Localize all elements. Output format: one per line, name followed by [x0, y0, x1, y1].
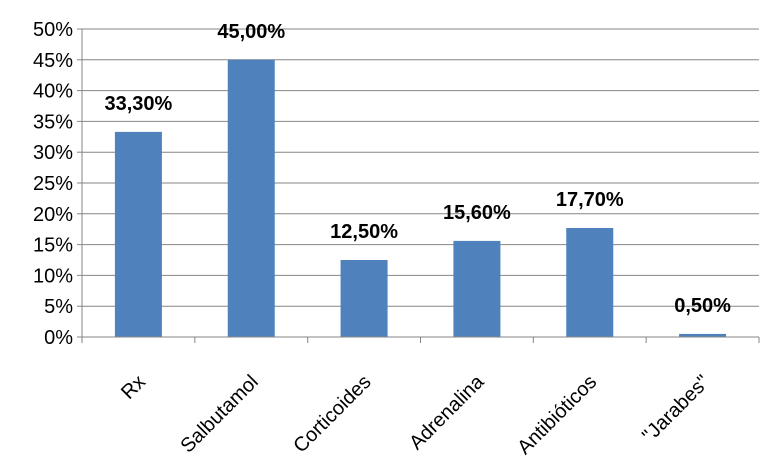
- data-label: 45,00%: [217, 21, 285, 43]
- y-tick-label: 45%: [33, 50, 73, 72]
- axes: [77, 28, 760, 343]
- y-tick-label: 10%: [33, 265, 73, 287]
- y-tick-label: 30%: [33, 142, 73, 164]
- x-category-label: Adrenalina: [405, 370, 489, 454]
- x-category-label: "Jarabes": [638, 371, 714, 447]
- x-category-label: Antibióticos: [513, 371, 601, 459]
- bars: [114, 59, 727, 338]
- bar: [453, 240, 501, 337]
- y-tick-label: 15%: [33, 235, 73, 257]
- x-category-labels: Rx Salbutamol Corticoides Adrenalina Antibió…: [117, 370, 714, 459]
- bar: [679, 333, 727, 337]
- data-label: 12,50%: [330, 221, 398, 243]
- x-category-label: Rx: [117, 371, 150, 404]
- data-label: 17,70%: [556, 189, 624, 211]
- data-label: 15,60%: [443, 202, 511, 224]
- y-tick-label: 20%: [33, 204, 73, 226]
- y-tick-label: 40%: [33, 81, 73, 103]
- x-category-label: Corticoides: [289, 371, 375, 457]
- y-tick-label: 25%: [33, 173, 73, 195]
- y-tick-labels: 0% 5% 10% 15% 20% 25% 30% 35% 40% 45% 50%: [33, 19, 73, 349]
- bar: [114, 131, 162, 337]
- bar: [227, 59, 275, 338]
- gridlines: [82, 28, 759, 307]
- data-label: 33,30%: [104, 93, 172, 115]
- y-tick-label: 35%: [33, 111, 73, 133]
- x-category-label: Salbutamol: [176, 371, 262, 457]
- bar: [566, 227, 614, 337]
- data-labels: 33,30% 45,00% 12,50% 15,60% 17,70% 0,50%: [104, 21, 731, 317]
- y-tick-label: 50%: [33, 19, 73, 41]
- y-tick-label: 0%: [44, 327, 73, 349]
- y-tick-label: 5%: [44, 296, 73, 318]
- data-label: 0,50%: [674, 295, 731, 317]
- bar: [340, 260, 388, 337]
